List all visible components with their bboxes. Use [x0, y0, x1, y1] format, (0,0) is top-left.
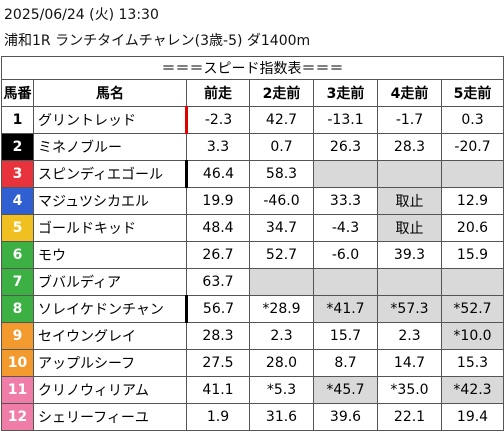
cell: -6.0: [313, 241, 378, 269]
cell: 15.9: [440, 241, 504, 269]
cell: *57.3: [377, 295, 442, 323]
horse-name: クリノウィリアム: [33, 376, 187, 404]
cell: *41.7: [313, 295, 378, 323]
number: 4: [1, 187, 34, 215]
cell: *52.7: [440, 295, 504, 323]
number: 1: [1, 106, 34, 134]
horse-name: アップルシーフ: [33, 349, 187, 377]
col-header: 2走前: [249, 79, 314, 107]
number: 3: [1, 160, 34, 188]
number: 5: [1, 214, 34, 242]
empty-cell: [249, 268, 314, 296]
cell: 20.6: [440, 214, 504, 242]
cell: -2.3: [186, 106, 250, 134]
number: 9: [1, 322, 34, 350]
cell: 33.3: [313, 187, 378, 215]
horse-name: ミネノブルー: [33, 133, 187, 161]
horse-name: ソレイケドンチャン: [33, 295, 188, 323]
cell: 19.4: [440, 403, 504, 431]
number: 11: [1, 376, 34, 404]
col-header: 5走前: [440, 79, 504, 107]
cell: -20.7: [440, 133, 504, 161]
cell: 取止: [377, 187, 442, 215]
cell: *28.9: [249, 295, 314, 323]
number: 2: [1, 133, 34, 161]
cell: 56.7: [186, 295, 250, 323]
cell: 34.7: [249, 214, 314, 242]
col-header: 馬番: [1, 79, 34, 107]
horse-name: ブバルディア: [33, 268, 187, 296]
cell: 8.7: [313, 349, 378, 377]
empty-cell: [440, 268, 504, 296]
horse-name: スピンディエゴール: [33, 160, 188, 188]
cell: 22.1: [377, 403, 442, 431]
cell: 58.3: [249, 160, 314, 188]
cell: 26.7: [186, 241, 250, 269]
cell: 63.7: [186, 268, 250, 296]
cell: 26.3: [313, 133, 378, 161]
cell: 28.3: [186, 322, 250, 350]
cell: 2.3: [249, 322, 314, 350]
cell: 3.3: [186, 133, 250, 161]
empty-cell: [440, 160, 504, 188]
cell: 46.4: [186, 160, 250, 188]
cell: -13.1: [313, 106, 378, 134]
horse-name: セイウングレイ: [33, 322, 187, 350]
cell: *10.0: [440, 322, 504, 350]
number: 10: [1, 349, 34, 377]
horse-name: ゴールドキッド: [33, 214, 187, 242]
cell: 39.3: [377, 241, 442, 269]
cell: -4.3: [313, 214, 378, 242]
number: 12: [1, 403, 34, 431]
empty-cell: [377, 268, 442, 296]
cell: 31.6: [249, 403, 314, 431]
cell: 15.7: [313, 322, 378, 350]
number: 6: [1, 241, 34, 269]
col-header: 4走前: [377, 79, 442, 107]
col-header: 3走前: [313, 79, 378, 107]
col-header: 馬名: [33, 79, 187, 107]
cell: 取止: [377, 214, 442, 242]
cell: *45.7: [313, 376, 378, 404]
cell: *5.3: [249, 376, 314, 404]
col-header: 前走: [186, 79, 250, 107]
cell: *42.3: [440, 376, 504, 404]
cell: 2.3: [377, 322, 442, 350]
cell: 1.9: [186, 403, 250, 431]
empty-cell: [313, 160, 378, 188]
cell: 0.3: [440, 106, 504, 134]
number: 8: [1, 295, 34, 323]
cell: 28.0: [249, 349, 314, 377]
cell: *35.0: [377, 376, 442, 404]
empty-cell: [313, 268, 378, 296]
horse-name: グリントレッド: [33, 106, 188, 134]
cell: 12.9: [440, 187, 504, 215]
cell: 52.7: [249, 241, 314, 269]
cell: 42.7: [249, 106, 314, 134]
cell: 28.3: [377, 133, 442, 161]
cell: 0.7: [249, 133, 314, 161]
cell: 41.1: [186, 376, 250, 404]
horse-name: マジュツシカエル: [33, 187, 187, 215]
cell: 39.6: [313, 403, 378, 431]
cell: -46.0: [249, 187, 314, 215]
cell: 27.5: [186, 349, 250, 377]
horse-name: モウ: [33, 241, 187, 269]
horse-name: シェリーフィーユ: [33, 403, 187, 431]
cell: 48.4: [186, 214, 250, 242]
cell: -1.7: [377, 106, 442, 134]
cell: 19.9: [186, 187, 250, 215]
table-title: ＝＝＝スピード指数表＝＝＝: [0, 56, 504, 80]
race-info: 浦和1R ランチタイムチャレン(3歳-5) ダ1400m: [4, 33, 311, 49]
cell: 14.7: [377, 349, 442, 377]
speed-table: ＝＝＝スピード指数表＝＝＝ 馬番 馬名 前走 2走前 3走前 4走前 5走前 1…: [0, 56, 504, 431]
number: 7: [1, 268, 34, 296]
empty-cell: [377, 160, 442, 188]
cell: 15.3: [440, 349, 504, 377]
datetime: 2025/06/24 (火) 13:30: [4, 7, 159, 23]
